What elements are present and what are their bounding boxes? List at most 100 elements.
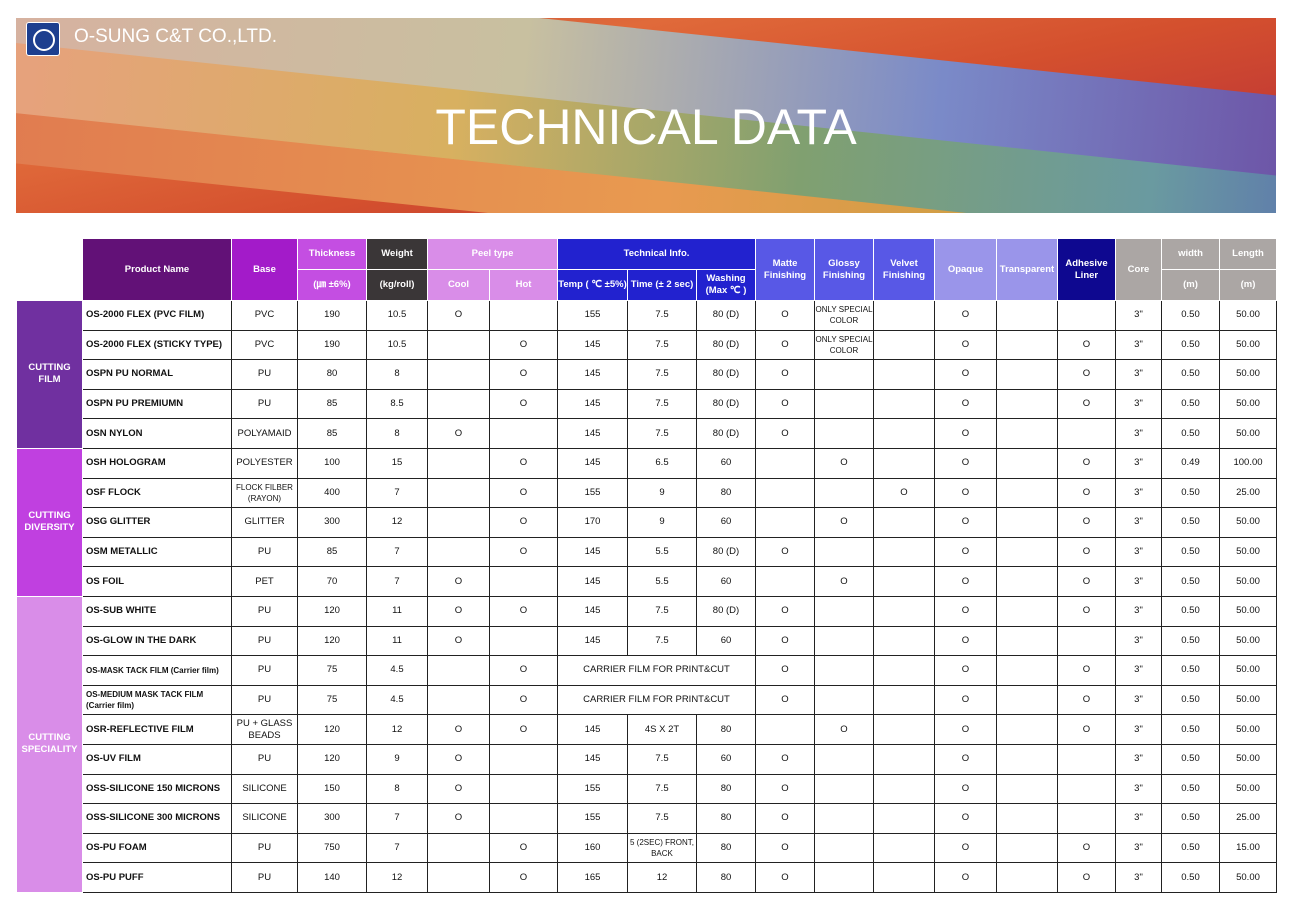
header-transparent: Transparent bbox=[996, 238, 1058, 301]
cell-base: PU bbox=[231, 832, 298, 864]
cell-base: GLITTER bbox=[231, 507, 298, 538]
cell-core: 3" bbox=[1115, 507, 1162, 538]
cell-cool bbox=[427, 832, 490, 864]
cell-washing: 80 bbox=[696, 714, 756, 745]
table-row: OSM METALLIC PU 85 7 O 145 5.5 80 (D) O O O 3" 0.50 5… bbox=[17, 536, 1277, 568]
cell-adhesive: O bbox=[1057, 684, 1116, 716]
header-thickness: Thickness bbox=[297, 238, 367, 270]
company-name: O-SUNG C&T CO.,LTD. bbox=[74, 26, 278, 47]
cell-weight: 8 bbox=[366, 359, 428, 390]
cell-velvet bbox=[873, 684, 935, 716]
cell-time: 7.5 bbox=[627, 595, 697, 627]
cell-matte: O bbox=[755, 803, 815, 834]
cell-base: SILICONE bbox=[231, 803, 298, 834]
cell-time: 9 bbox=[627, 477, 697, 509]
cell-base: PU bbox=[231, 862, 298, 893]
cell-adhesive: O bbox=[1057, 359, 1116, 390]
cell-velvet bbox=[873, 507, 935, 538]
cell-temp: 145 bbox=[557, 418, 628, 449]
cell-hot: O bbox=[489, 507, 558, 538]
cell-temp: 145 bbox=[557, 714, 628, 745]
cell-core: 3" bbox=[1115, 743, 1162, 775]
cell-hot bbox=[489, 418, 558, 449]
cell-base: FLOCK FILBER (RAYON) bbox=[231, 477, 298, 509]
cell-glossy bbox=[814, 625, 874, 657]
header-technical-info: Technical Info. bbox=[557, 238, 756, 270]
cell-transparent bbox=[996, 862, 1058, 893]
cell-cool: O bbox=[427, 625, 490, 657]
cell-adhesive: O bbox=[1057, 388, 1116, 420]
cell-temp: 145 bbox=[557, 388, 628, 420]
cell-width: 0.50 bbox=[1161, 536, 1220, 568]
cell-name: OS-2000 FLEX (STICKY TYPE) bbox=[82, 329, 232, 361]
cell-base: PU bbox=[231, 536, 298, 568]
cell-matte bbox=[755, 714, 815, 745]
cell-adhesive bbox=[1057, 625, 1116, 657]
cell-velvet bbox=[873, 743, 935, 775]
cell-weight: 7 bbox=[366, 832, 428, 864]
cell-name: OS-SUB WHITE bbox=[82, 595, 232, 627]
cell-core: 3" bbox=[1115, 773, 1162, 805]
cell-time: 5 (2SEC) FRONT, BACK bbox=[627, 832, 697, 864]
cell-thickness: 190 bbox=[297, 329, 367, 361]
cell-velvet bbox=[873, 359, 935, 390]
group-label: CUTTING FILM bbox=[16, 300, 83, 449]
cell-washing: 80 bbox=[696, 803, 756, 834]
cell-opaque: O bbox=[934, 477, 997, 509]
cell-velvet bbox=[873, 625, 935, 657]
cell-length: 25.00 bbox=[1219, 803, 1277, 834]
cell-time: 5.5 bbox=[627, 536, 697, 568]
cell-adhesive: O bbox=[1057, 447, 1116, 479]
cell-adhesive: O bbox=[1057, 862, 1116, 893]
header-washing: Washing (Max ℃ ) bbox=[696, 269, 756, 301]
table-row: OSS-SILICONE 300 MICRONS SILICONE 300 7 O 155… bbox=[17, 803, 1277, 834]
header-product-name: Product Name bbox=[82, 238, 232, 301]
cell-cool: O bbox=[427, 743, 490, 775]
cell-glossy: O bbox=[814, 714, 874, 745]
cell-matte: O bbox=[755, 655, 815, 686]
header-velvet: Velvet Finishing bbox=[873, 238, 935, 301]
cell-temp: 145 bbox=[557, 447, 628, 479]
cell-thickness: 85 bbox=[297, 418, 367, 449]
header-adhesive-liner: Adhesive Liner bbox=[1057, 238, 1116, 301]
table-row: OS-PU FOAM PU 750 7 O 160 5 (2SEC) FRONT, BACK… bbox=[17, 832, 1277, 864]
cell-glossy bbox=[814, 773, 874, 805]
cell-core: 3" bbox=[1115, 862, 1162, 893]
cell-temp: 165 bbox=[557, 862, 628, 893]
cell-matte: O bbox=[755, 595, 815, 627]
cell-core: 3" bbox=[1115, 595, 1162, 627]
cell-glossy bbox=[814, 655, 874, 686]
cell-washing: 80 (D) bbox=[696, 300, 756, 331]
cell-velvet bbox=[873, 447, 935, 479]
cell-weight: 4.5 bbox=[366, 655, 428, 686]
cell-adhesive: O bbox=[1057, 566, 1116, 597]
table-row: OS-2000 FLEX (STICKY TYPE) PVC 190 10.5 O 145… bbox=[17, 329, 1277, 361]
cell-matte: O bbox=[755, 625, 815, 657]
cell-thickness: 750 bbox=[297, 832, 367, 864]
group-label: CUTTING DIVERSITY bbox=[16, 447, 83, 597]
cell-opaque: O bbox=[934, 536, 997, 568]
table-row: OS-MASK TACK FILM (Carrier film) PU 75 4.5 O… bbox=[17, 655, 1277, 686]
cell-width: 0.50 bbox=[1161, 418, 1220, 449]
cell-cool bbox=[427, 655, 490, 686]
cell-velvet bbox=[873, 536, 935, 568]
cell-adhesive: O bbox=[1057, 507, 1116, 538]
cell-base: PU + GLASS BEADS bbox=[231, 714, 298, 745]
header-width: width bbox=[1161, 238, 1220, 270]
cell-glossy: O bbox=[814, 507, 874, 538]
cell-transparent bbox=[996, 536, 1058, 568]
table-row: OS-MEDIUM MASK TACK FILM (Carrier film) P… bbox=[17, 684, 1277, 716]
cell-opaque: O bbox=[934, 329, 997, 361]
cell-length: 50.00 bbox=[1219, 595, 1277, 627]
header-matte: Matte Finishing bbox=[755, 238, 815, 301]
cell-base: POLYAMAID bbox=[231, 418, 298, 449]
table-row: OSG GLITTER GLITTER 300 12 O 170 9 60 O O O 3" 0.50 5… bbox=[17, 507, 1277, 538]
cell-name: OS-PU FOAM bbox=[82, 832, 232, 864]
cell-transparent bbox=[996, 300, 1058, 331]
cell-adhesive: O bbox=[1057, 329, 1116, 361]
cell-velvet bbox=[873, 300, 935, 331]
cell-weight: 11 bbox=[366, 595, 428, 627]
table-row: OS-GLOW IN THE DARK PU 120 11 O 145 7.5 60 O O 3" 0… bbox=[17, 625, 1277, 657]
cell-washing: 60 bbox=[696, 507, 756, 538]
cell-thickness: 150 bbox=[297, 773, 367, 805]
